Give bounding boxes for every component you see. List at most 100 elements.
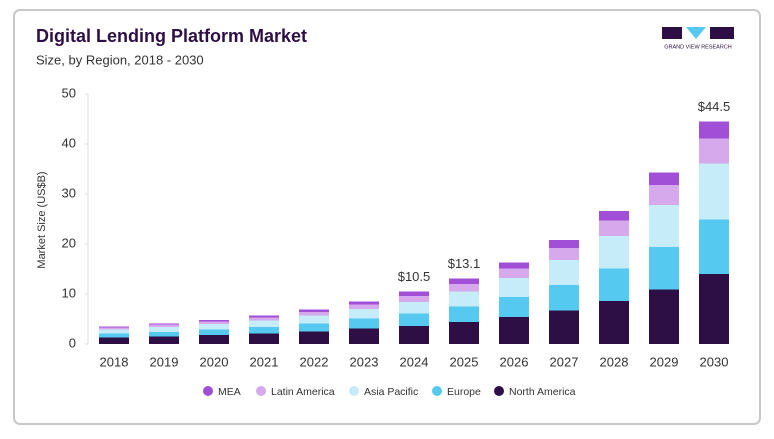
x-tick-label: 2019 [150,354,179,369]
bar-segment [549,240,579,248]
bar-segment [599,236,629,269]
bar-segment [649,247,679,290]
y-tick-label: 20 [62,235,76,250]
bar-segment [299,312,329,316]
bar-segment [149,324,179,327]
total-label: $44.5 [698,99,731,114]
bar-segment [649,205,679,247]
bar-segment [599,268,629,301]
bar-segment [449,306,479,322]
bar-segment [99,333,129,338]
bar-segment [499,262,529,269]
bar-segment [199,320,229,322]
bar-segment [549,260,579,285]
bar-segment [149,323,179,325]
x-tick-label: 2026 [500,354,529,369]
x-tick-label: 2025 [450,354,479,369]
legend-swatch [494,386,504,396]
bar-segment [99,326,129,328]
bar-segment [699,121,729,139]
bar-segment [349,304,379,309]
bar-segment [699,138,729,164]
bar-segment [699,219,729,274]
bar-segment [649,172,679,185]
bar-segment [699,274,729,344]
bar-segment [399,313,429,326]
bar-segment [249,333,279,344]
legend-label: North America [509,386,576,398]
bar-segment [249,327,279,334]
bar-segment [599,301,629,344]
x-tick-label: 2024 [400,354,429,369]
bar-segment [199,329,229,335]
bar-segment [249,320,279,327]
bar-segment [649,185,679,205]
bar-segment [699,163,729,220]
bar-segment [299,315,329,324]
legend-swatch [256,386,266,396]
bar-segment [99,337,129,344]
bar-segment [149,332,179,337]
bar-segment [299,323,329,332]
y-tick-label: 0 [69,335,76,350]
bar-segment [649,289,679,344]
y-tick-label: 30 [62,185,76,200]
bar-segment [549,285,579,311]
bar-segment [149,336,179,344]
x-tick-label: 2030 [700,354,729,369]
bar-segment [399,296,429,302]
y-tick-label: 50 [62,85,76,100]
legend-label: Asia Pacific [364,386,418,398]
chart-subtitle: Size, by Region, 2018 - 2030 [36,52,204,67]
bar-segment [449,284,479,292]
bar-segment [449,322,479,344]
bar-segment [499,297,529,317]
legend-swatch [432,386,442,396]
x-tick-label: 2029 [650,354,679,369]
bar-segment [299,309,329,312]
bar-segment [499,268,529,278]
x-tick-label: 2018 [100,354,129,369]
bar-segment [399,326,429,344]
bar-segment [599,211,629,221]
total-label: $13.1 [448,256,481,271]
x-tick-label: 2022 [300,354,329,369]
bar-segment [449,278,479,284]
bar-segment [399,291,429,296]
legend-swatch [349,386,359,396]
bar-segment [549,310,579,344]
legend-label: Europe [447,386,481,398]
bar-segment [499,317,529,344]
y-axis-label: Market Size (US$B) [36,171,48,268]
bar-segment [599,220,629,236]
y-tick-label: 10 [62,285,76,300]
bar-segment [199,321,229,324]
bar-segment [349,301,379,305]
bar-segment [449,291,479,307]
bar-segment [99,327,129,330]
bar-segment [299,331,329,344]
total-label: $10.5 [398,269,431,284]
logo: GRAND VIEW RESEARCH [662,27,734,50]
bar-segment [549,248,579,260]
legend-label: Latin America [271,386,335,398]
logo-block [686,27,706,39]
x-tick-label: 2027 [550,354,579,369]
bar-segment [349,328,379,344]
bar-segment [199,335,229,344]
bar-segment [199,324,229,330]
legend-swatch [203,386,213,396]
chart-title: Digital Lending Platform Market [36,26,307,46]
logo-block [710,27,734,39]
bar-segment [399,302,429,314]
logo-block [662,27,682,39]
bar-segment [249,317,279,321]
x-tick-label: 2021 [250,354,279,369]
bar-segment [349,309,379,319]
x-tick-label: 2028 [600,354,629,369]
y-tick-label: 40 [62,135,76,150]
bar-segment [249,315,279,318]
x-tick-label: 2023 [350,354,379,369]
